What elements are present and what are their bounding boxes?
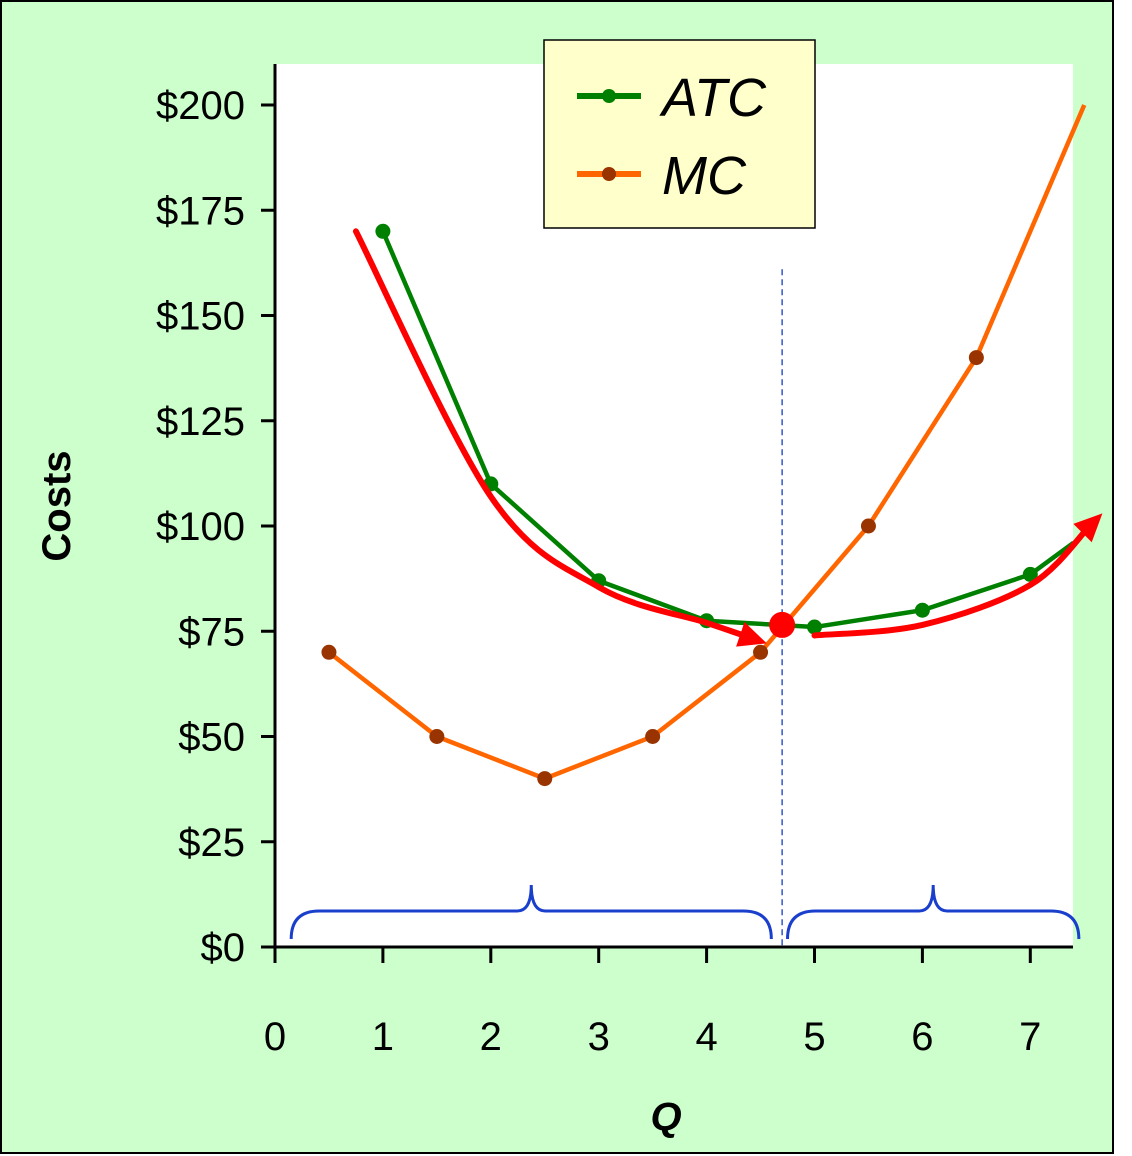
mc-marker xyxy=(537,771,553,787)
y-axis-title: Costs xyxy=(35,450,79,561)
y-tick-label: $125 xyxy=(156,400,245,444)
x-tick-label: 6 xyxy=(911,1015,933,1059)
mc-marker xyxy=(968,350,984,366)
trend-arrow-2-head xyxy=(1073,513,1103,543)
x-tick-label: 0 xyxy=(264,1015,286,1059)
legend-atc-swatch-marker xyxy=(602,89,616,103)
y-tick-label: $175 xyxy=(156,189,245,233)
y-tick-label: $150 xyxy=(156,295,245,339)
mc-marker xyxy=(429,729,445,744)
trend-arrow-1-shaft xyxy=(352,228,753,641)
legend-box xyxy=(543,39,816,229)
x-tick-label: 7 xyxy=(1019,1015,1041,1059)
x-axis-title: Q xyxy=(650,1095,681,1139)
atc-line xyxy=(380,230,1075,630)
y-tick-label: $50 xyxy=(178,716,245,760)
legend-atc-label: ATC xyxy=(659,68,767,128)
atc-marker xyxy=(1022,566,1038,582)
trend-arrow-2-shaft xyxy=(811,523,1093,639)
legend-mc-label: MC xyxy=(662,146,747,206)
legend-mc-swatch-marker xyxy=(602,167,616,181)
mc-marker xyxy=(753,644,769,660)
y-tick-label: $75 xyxy=(178,610,245,654)
x-tick-label: 1 xyxy=(372,1015,394,1059)
minimum-atc-point xyxy=(769,611,796,638)
atc-marker xyxy=(807,619,822,635)
y-tick-label: $100 xyxy=(156,505,245,549)
x-tick-label: 5 xyxy=(803,1015,825,1059)
range-brace-2 xyxy=(786,884,1081,940)
trend-arrow-1-head xyxy=(736,622,767,647)
atc-marker xyxy=(375,223,391,239)
x-tick-label: 2 xyxy=(480,1015,502,1059)
atc-marker xyxy=(914,602,930,618)
y-tick-label: $25 xyxy=(178,821,245,865)
y-tick-label: $0 xyxy=(201,926,246,970)
range-brace-1 xyxy=(289,884,773,940)
x-tick-label: 4 xyxy=(695,1015,717,1059)
mc-marker xyxy=(645,729,661,744)
mc-marker xyxy=(321,644,337,660)
y-tick-label: $200 xyxy=(156,84,245,128)
mc-line xyxy=(327,104,1087,781)
x-tick-label: 3 xyxy=(588,1015,610,1059)
mc-marker xyxy=(860,518,876,534)
